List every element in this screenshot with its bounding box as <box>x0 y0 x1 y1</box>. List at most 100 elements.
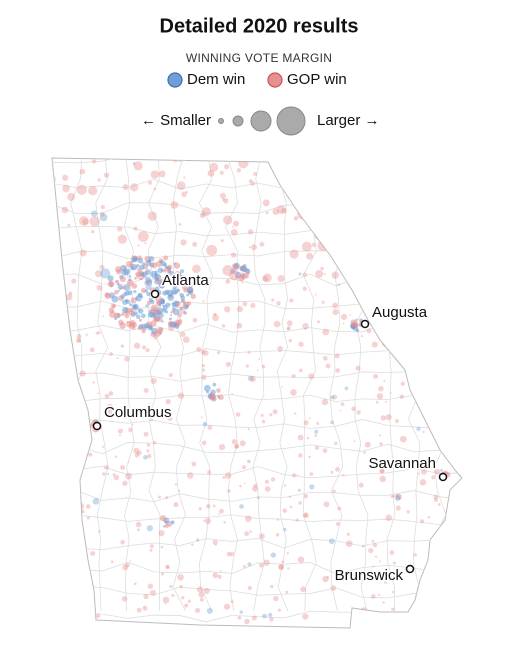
precinct-dot <box>298 341 304 347</box>
county-line <box>432 158 447 612</box>
precinct-dot <box>371 539 375 543</box>
precinct-dot <box>337 283 341 286</box>
precinct-dot <box>247 562 252 567</box>
precinct-dot <box>155 298 158 301</box>
precinct-dot <box>192 241 198 247</box>
precinct-dot <box>322 209 326 213</box>
precinct-dot <box>149 417 153 422</box>
precinct-dot <box>206 244 218 256</box>
precinct-dot <box>334 353 340 359</box>
precinct-dot <box>182 336 190 343</box>
precinct-dot <box>138 318 142 322</box>
precinct-dot <box>291 374 296 379</box>
precinct-dot <box>198 591 205 598</box>
precinct-dot <box>436 206 442 212</box>
precinct-dot <box>279 350 281 353</box>
precinct-dot <box>330 585 337 591</box>
precinct-dot <box>290 389 297 396</box>
precinct-dot <box>168 372 173 378</box>
precinct-dot <box>97 392 99 395</box>
precinct-dot <box>417 398 424 405</box>
precinct-dot <box>391 590 395 594</box>
precinct-dot <box>313 159 316 161</box>
precinct-dot <box>97 530 101 533</box>
precinct-dot <box>291 191 301 201</box>
precinct-dot <box>353 195 364 207</box>
county-line <box>458 158 462 612</box>
precinct-dot <box>68 352 72 356</box>
precinct-dot <box>277 345 283 352</box>
precinct-dot <box>164 523 169 528</box>
precinct-dot <box>154 330 162 337</box>
precinct-dot <box>277 275 285 283</box>
precinct-dot <box>439 564 445 571</box>
precinct-dot <box>117 428 123 434</box>
precinct-dot <box>286 552 289 555</box>
precinct-dot <box>317 320 321 324</box>
city-marker <box>405 564 415 574</box>
precinct-dot <box>230 228 238 236</box>
precinct-dot <box>202 207 211 216</box>
precinct-dot <box>369 261 380 272</box>
precinct-dot <box>295 518 299 522</box>
precinct-dot <box>61 617 69 625</box>
precinct-dot <box>391 607 395 611</box>
precinct-dot <box>161 572 165 576</box>
precinct-dot <box>179 292 184 298</box>
precinct-dot <box>128 427 133 433</box>
precinct-dot <box>408 343 415 350</box>
precinct-dot <box>165 398 171 405</box>
precinct-dot <box>118 319 124 326</box>
precinct-dot <box>451 264 459 272</box>
precinct-dot <box>379 475 387 483</box>
precinct-dot <box>173 502 179 508</box>
city-layer: Atlanta Augusta Columbus Savannah Brunswick <box>92 270 448 585</box>
precinct-dot <box>245 364 249 368</box>
precinct-dot <box>290 191 296 197</box>
precinct-dot <box>169 313 173 317</box>
precinct-dot <box>220 239 224 243</box>
precinct-dot <box>243 482 246 485</box>
precinct-dot <box>128 278 132 282</box>
precinct-dot <box>430 232 440 242</box>
precinct-dot <box>434 468 441 475</box>
precinct-dot <box>150 170 159 179</box>
precinct-dot <box>183 288 188 293</box>
precinct-dot <box>62 184 70 193</box>
precinct-dot <box>212 392 215 395</box>
precinct-dot <box>164 603 167 605</box>
precinct-dot <box>124 313 130 319</box>
precinct-dot <box>212 382 217 387</box>
precinct-dot <box>145 283 152 291</box>
city-label: Augusta <box>372 304 428 321</box>
precinct-dot <box>67 192 76 201</box>
precinct-dot <box>114 317 117 320</box>
precinct-dot <box>137 231 149 242</box>
precinct-dot <box>179 308 186 315</box>
precinct-dot <box>126 279 134 287</box>
precinct-dot <box>385 514 392 522</box>
precinct-dot <box>419 346 422 349</box>
precinct-dot <box>247 428 250 431</box>
precinct-dot <box>121 595 128 602</box>
precinct-dot <box>119 276 127 283</box>
precinct-dot <box>451 200 454 203</box>
precinct-dot <box>419 479 427 486</box>
precinct-dot <box>77 339 81 343</box>
precinct-dot <box>366 328 372 334</box>
precinct-dot <box>164 274 169 280</box>
precinct-dot <box>375 400 379 404</box>
precinct-dot <box>53 552 58 557</box>
precinct-dot <box>208 394 213 398</box>
precinct-dot <box>163 255 169 261</box>
precinct-dot <box>136 255 142 261</box>
precinct-dot <box>303 161 315 172</box>
precinct-dot <box>297 434 304 441</box>
precinct-dot <box>253 483 258 488</box>
precinct-dot <box>212 572 219 579</box>
precinct-dot <box>459 417 462 422</box>
precinct-dot <box>181 191 187 198</box>
precinct-dot <box>69 502 73 506</box>
precinct-dot <box>273 320 281 328</box>
county-line <box>95 158 109 612</box>
